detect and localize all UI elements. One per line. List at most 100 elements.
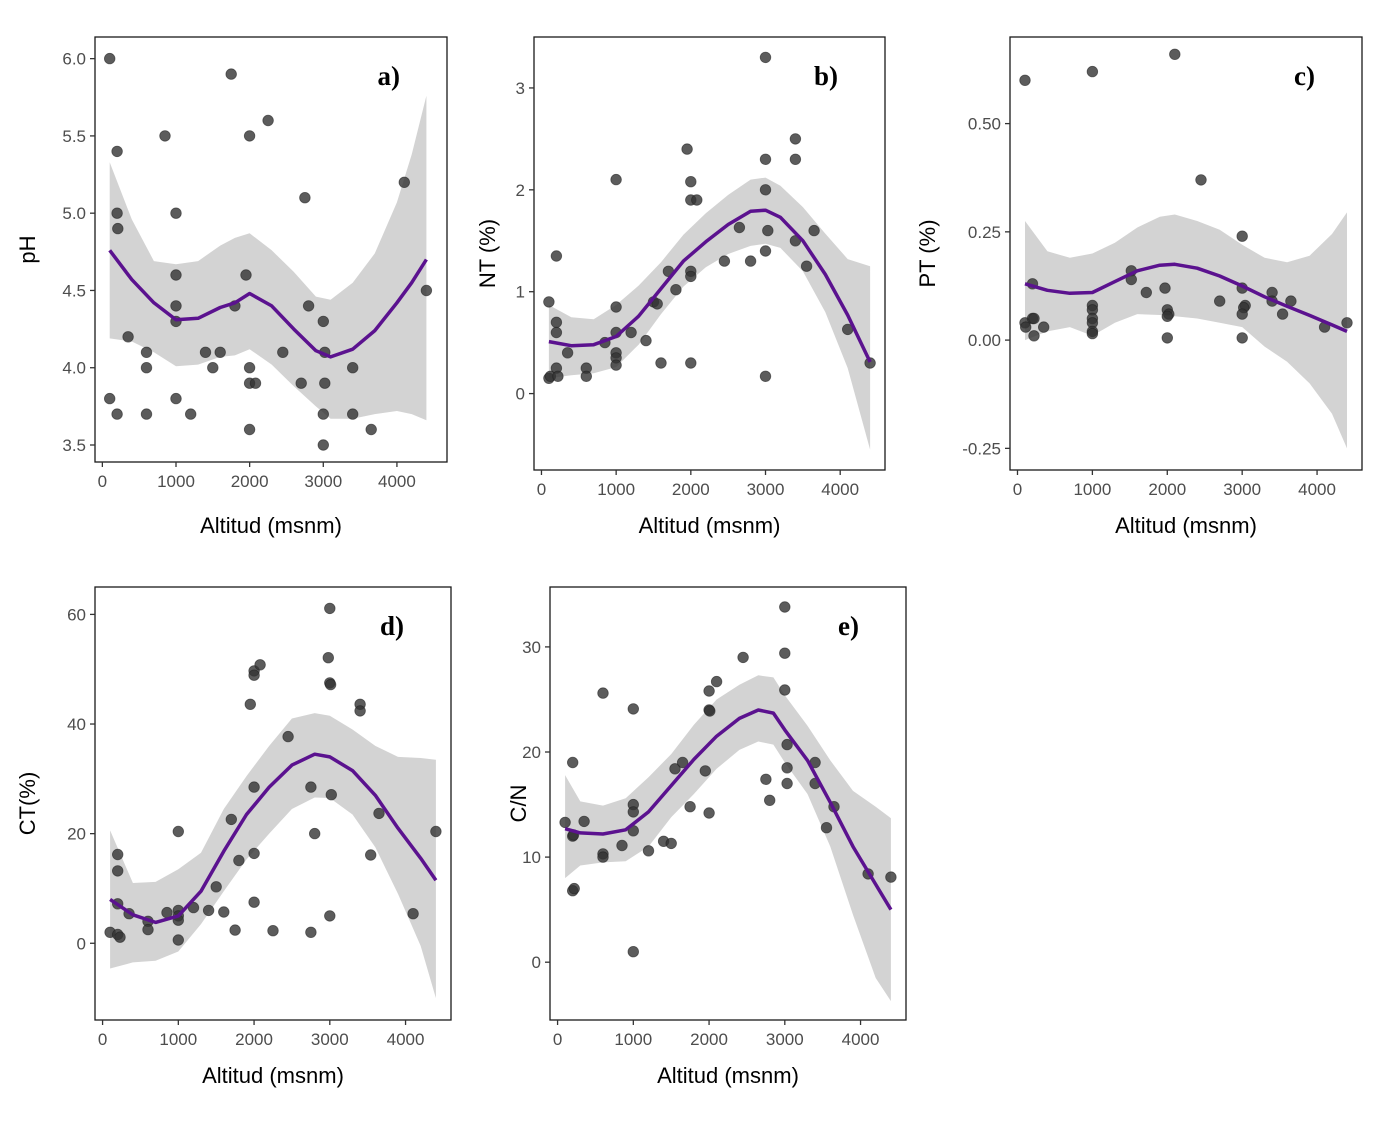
panel-a: 0 1000 2000 3000 4000 3.5 4.0 4.5 5.0 5.5 6.0 Altit… — [15, 36, 448, 538]
data-point — [305, 781, 317, 793]
panel-border — [1009, 36, 1363, 471]
data-point — [354, 705, 366, 717]
data-point — [114, 931, 126, 943]
data-point — [559, 816, 571, 829]
data-point — [580, 370, 593, 383]
data-point — [365, 423, 377, 436]
x-axis-title: Altitud (msnm) — [200, 513, 342, 538]
y-tick-label: 4.0 — [62, 359, 86, 378]
x-tick-label: 3000 — [1223, 480, 1261, 499]
y-tick-label: 30 — [522, 638, 541, 657]
x-tick-label: 3000 — [747, 480, 785, 499]
data-point — [781, 738, 793, 751]
data-point — [317, 439, 330, 451]
confidence-band — [110, 713, 436, 999]
data-point — [184, 408, 197, 420]
data-point — [610, 359, 622, 371]
data-point — [681, 143, 693, 155]
data-point — [1161, 310, 1174, 323]
data-point — [578, 815, 590, 828]
x-tick-label: 0 — [1013, 480, 1022, 499]
data-point — [1028, 330, 1040, 342]
smooth-line — [548, 208, 872, 363]
data-point — [319, 377, 331, 389]
panel-d: 0 1000 2000 3000 4000 0 20 40 60 Altitud (msnm) CT… — [15, 586, 452, 1088]
data-point — [1236, 230, 1248, 242]
y-tick-label: 0 — [532, 953, 541, 972]
y-axis-title: C/N — [506, 785, 531, 823]
data-point — [779, 601, 791, 613]
y-tick-label: 0.00 — [968, 331, 1001, 350]
data-point — [324, 910, 336, 922]
data-point — [1169, 48, 1181, 61]
data-point — [103, 392, 116, 405]
x-tick-label: 1000 — [1073, 480, 1111, 499]
data-point — [669, 763, 681, 775]
data-point — [567, 756, 579, 769]
data-point — [627, 946, 640, 958]
data-point — [625, 326, 637, 339]
data-point — [267, 925, 279, 937]
y-tick-label: 5.0 — [62, 204, 86, 223]
smooth-line — [1024, 262, 1348, 334]
data-point — [759, 153, 772, 166]
panel-label: d) — [380, 611, 404, 641]
data-point — [295, 377, 307, 389]
y-tick-label: 2 — [516, 181, 525, 200]
data-point — [111, 848, 124, 861]
data-point — [407, 908, 419, 920]
panel-b: 0 1000 2000 3000 4000 0 1 2 3 Altitud (msnm) NT (%… — [475, 36, 886, 538]
x-tick-label: 3000 — [311, 1030, 349, 1049]
data-point — [764, 794, 776, 807]
panel-border — [94, 36, 448, 463]
y-tick-label: 0 — [77, 934, 86, 953]
y-tick-label: 0.50 — [968, 115, 1001, 134]
panel-label: b) — [814, 61, 838, 91]
data-point — [610, 301, 622, 313]
x-tick-label: 0 — [98, 472, 107, 491]
data-point — [229, 924, 241, 936]
y-tick-label: 0 — [516, 385, 525, 404]
data-point — [299, 191, 311, 204]
data-point — [703, 807, 715, 819]
smooth-line — [564, 708, 893, 911]
data-point — [627, 806, 640, 818]
data-point — [759, 51, 772, 64]
data-point — [420, 284, 433, 297]
data-point — [1086, 65, 1099, 78]
data-point — [112, 222, 124, 235]
data-point — [885, 871, 897, 883]
x-tick-label: 0 — [553, 1030, 562, 1049]
data-point — [248, 847, 260, 860]
data-point — [277, 346, 289, 359]
data-point — [111, 408, 123, 420]
data-point — [1037, 321, 1050, 333]
data-point — [685, 270, 697, 283]
data-point — [744, 255, 757, 267]
y-tick-label: 5.5 — [62, 127, 86, 146]
y-axis-title: pH — [15, 235, 40, 263]
data-point — [373, 807, 385, 820]
data-point — [642, 845, 655, 857]
data-point — [172, 825, 185, 838]
data-point — [1213, 295, 1226, 307]
data-point — [789, 153, 802, 166]
data-point — [398, 176, 411, 189]
data-point — [685, 175, 697, 188]
data-point — [627, 703, 640, 715]
data-point — [244, 698, 257, 711]
data-point — [1140, 286, 1153, 299]
panel-label: e) — [838, 611, 859, 641]
data-point — [305, 926, 317, 939]
data-point — [561, 347, 574, 359]
x-tick-label: 2000 — [235, 1030, 273, 1049]
data-point — [317, 315, 330, 328]
data-point — [733, 221, 746, 234]
data-point — [762, 224, 774, 237]
data-point — [808, 224, 820, 237]
confidence-band — [1025, 212, 1347, 449]
data-point — [759, 184, 772, 196]
data-point — [225, 813, 238, 826]
data-point — [240, 269, 252, 281]
y-tick-label: 4.5 — [62, 281, 86, 300]
